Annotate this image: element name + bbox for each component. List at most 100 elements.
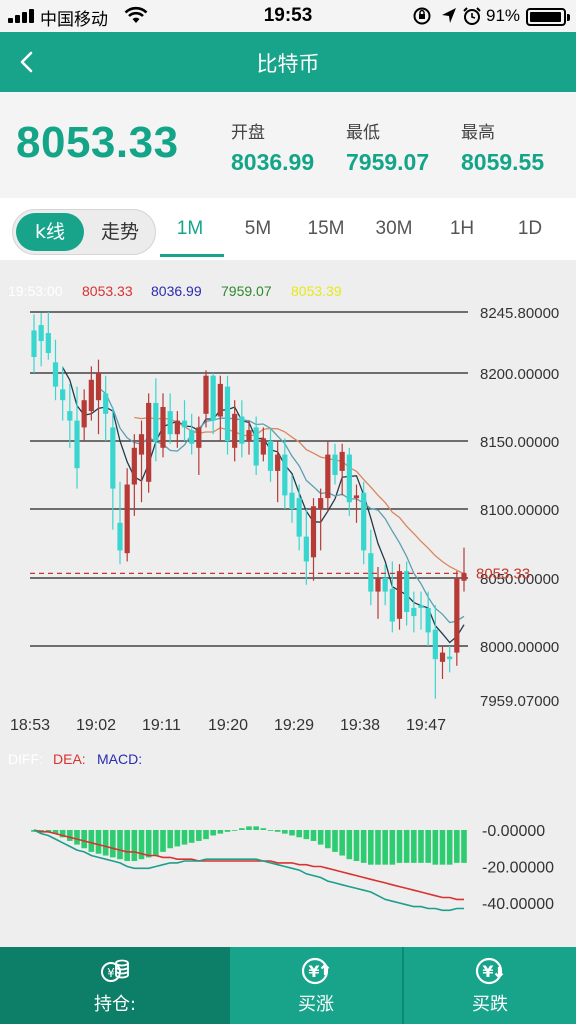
macd-bar bbox=[368, 830, 374, 865]
macd-bar bbox=[181, 830, 188, 845]
ma-long-line bbox=[134, 416, 465, 575]
macd-bar bbox=[95, 830, 102, 854]
candle-body bbox=[124, 484, 130, 554]
candle-body bbox=[368, 553, 374, 592]
svg-text:¥: ¥ bbox=[308, 962, 319, 981]
candle-body bbox=[389, 588, 395, 622]
chevron-left-icon[interactable] bbox=[14, 48, 42, 76]
status-bar: 中国移动 19:53 91% bbox=[0, 0, 576, 32]
candle-body bbox=[432, 629, 438, 660]
macd-bar bbox=[102, 830, 109, 856]
macd-bar bbox=[52, 830, 59, 834]
tab-15m[interactable]: 15M bbox=[307, 218, 345, 239]
macd-bar bbox=[145, 830, 152, 858]
buy-up-label: 买涨 bbox=[298, 994, 334, 1015]
signal-icon bbox=[8, 9, 36, 23]
candle-body bbox=[454, 578, 460, 653]
macd-bar bbox=[138, 830, 145, 860]
macd-bar bbox=[188, 830, 195, 843]
x-tick-label: 19:29 bbox=[274, 717, 314, 734]
macd-bar bbox=[296, 830, 302, 838]
legend-ma4: 8053.39 bbox=[291, 283, 342, 299]
page-title: 比特币 bbox=[256, 52, 320, 76]
macd-y-tick-label: -20.00000 bbox=[482, 860, 554, 877]
macd-bar bbox=[425, 830, 431, 863]
candle-body bbox=[353, 495, 360, 499]
candle-body bbox=[217, 383, 223, 417]
macd-bar bbox=[196, 830, 202, 841]
open-label: 开盘 bbox=[231, 123, 265, 143]
buy-down-label: 买跌 bbox=[472, 994, 508, 1015]
macd-bar bbox=[439, 830, 446, 865]
candle-body bbox=[103, 393, 109, 414]
candle-body bbox=[325, 454, 331, 499]
macd-bar bbox=[282, 830, 288, 834]
candle-body bbox=[289, 492, 295, 509]
macd-bar bbox=[303, 830, 310, 840]
macd-bar bbox=[325, 830, 331, 849]
buy-up-button[interactable]: ¥ 买涨 bbox=[230, 947, 402, 1024]
svg-text:¥: ¥ bbox=[482, 962, 493, 981]
dea-line bbox=[33, 829, 464, 901]
candle-body bbox=[95, 373, 102, 401]
macd-bar bbox=[81, 830, 87, 849]
positions-label: 持仓: bbox=[93, 994, 137, 1015]
battery-icon bbox=[526, 8, 570, 26]
candle-body bbox=[203, 375, 209, 414]
candle-body bbox=[447, 656, 453, 660]
candle-body bbox=[346, 454, 352, 503]
location-icon bbox=[442, 8, 456, 23]
buy-down-button[interactable]: ¥ 买跌 bbox=[404, 947, 576, 1024]
tab-1h[interactable]: 1H bbox=[449, 218, 475, 239]
macd-y-tick-label: -40.00000 bbox=[482, 896, 554, 913]
candle-body bbox=[110, 427, 116, 489]
macd-bar bbox=[267, 830, 274, 831]
wifi-icon bbox=[124, 6, 148, 23]
candle-body bbox=[439, 652, 446, 662]
y-tick-label: 8245.80000 bbox=[480, 305, 559, 322]
tab-5m[interactable]: 5M bbox=[244, 218, 272, 239]
candle-body bbox=[332, 454, 338, 475]
candle-body bbox=[339, 451, 345, 471]
macd-bar bbox=[246, 826, 252, 830]
x-tick-label: 19:38 bbox=[340, 717, 380, 734]
macd-bar bbox=[59, 830, 66, 838]
candle-body bbox=[52, 362, 59, 387]
high-price-block: 最高 8059.55 bbox=[461, 118, 544, 176]
macd-bar bbox=[353, 830, 360, 862]
candle-body bbox=[167, 411, 173, 435]
chart-area[interactable]: 19:53:00 8053.33 8036.99 7959.07 8053.39… bbox=[0, 260, 576, 947]
tab-1m[interactable]: 1M bbox=[176, 218, 204, 239]
candle-body bbox=[224, 386, 231, 441]
y-tick-label: 8200.00000 bbox=[480, 366, 559, 383]
high-value: 8059.55 bbox=[461, 149, 545, 175]
positions-button[interactable]: ¥ 持仓: bbox=[0, 947, 230, 1024]
low-label: 最低 bbox=[346, 123, 380, 143]
candle-body bbox=[461, 573, 467, 581]
macd-bar bbox=[45, 830, 52, 832]
y-tick-label: 7959.07000 bbox=[480, 693, 559, 710]
macd-bar bbox=[174, 830, 181, 847]
battery-percent: 91% bbox=[486, 6, 521, 25]
low-price-block: 最低 7959.07 bbox=[346, 118, 429, 176]
current-price-label: 8053.33 bbox=[476, 565, 530, 582]
macd-bar bbox=[253, 826, 259, 830]
tab-30m[interactable]: 30M bbox=[375, 218, 413, 239]
candle-body bbox=[196, 427, 202, 448]
nav-bar: 比特币 bbox=[0, 32, 576, 92]
macd-legend-macd: MACD: bbox=[97, 751, 142, 767]
candle-body bbox=[418, 605, 424, 608]
trend-mode-button[interactable]: 走势 bbox=[100, 221, 139, 243]
macd-bar bbox=[124, 830, 130, 862]
candle-body bbox=[181, 420, 188, 428]
tab-1d[interactable]: 1D bbox=[517, 218, 543, 239]
kline-chart[interactable]: 19:53:00 8053.33 8036.99 7959.07 8053.39… bbox=[0, 260, 576, 947]
macd-bar bbox=[411, 830, 417, 863]
candle-body bbox=[189, 430, 195, 444]
candle-body bbox=[404, 571, 410, 612]
candle-body bbox=[232, 413, 238, 448]
kline-mode-button[interactable]: k线 bbox=[16, 213, 84, 251]
status-time: 19:53 bbox=[263, 5, 313, 26]
macd-bar bbox=[110, 830, 116, 858]
legend-ma2: 8036.99 bbox=[151, 283, 202, 299]
